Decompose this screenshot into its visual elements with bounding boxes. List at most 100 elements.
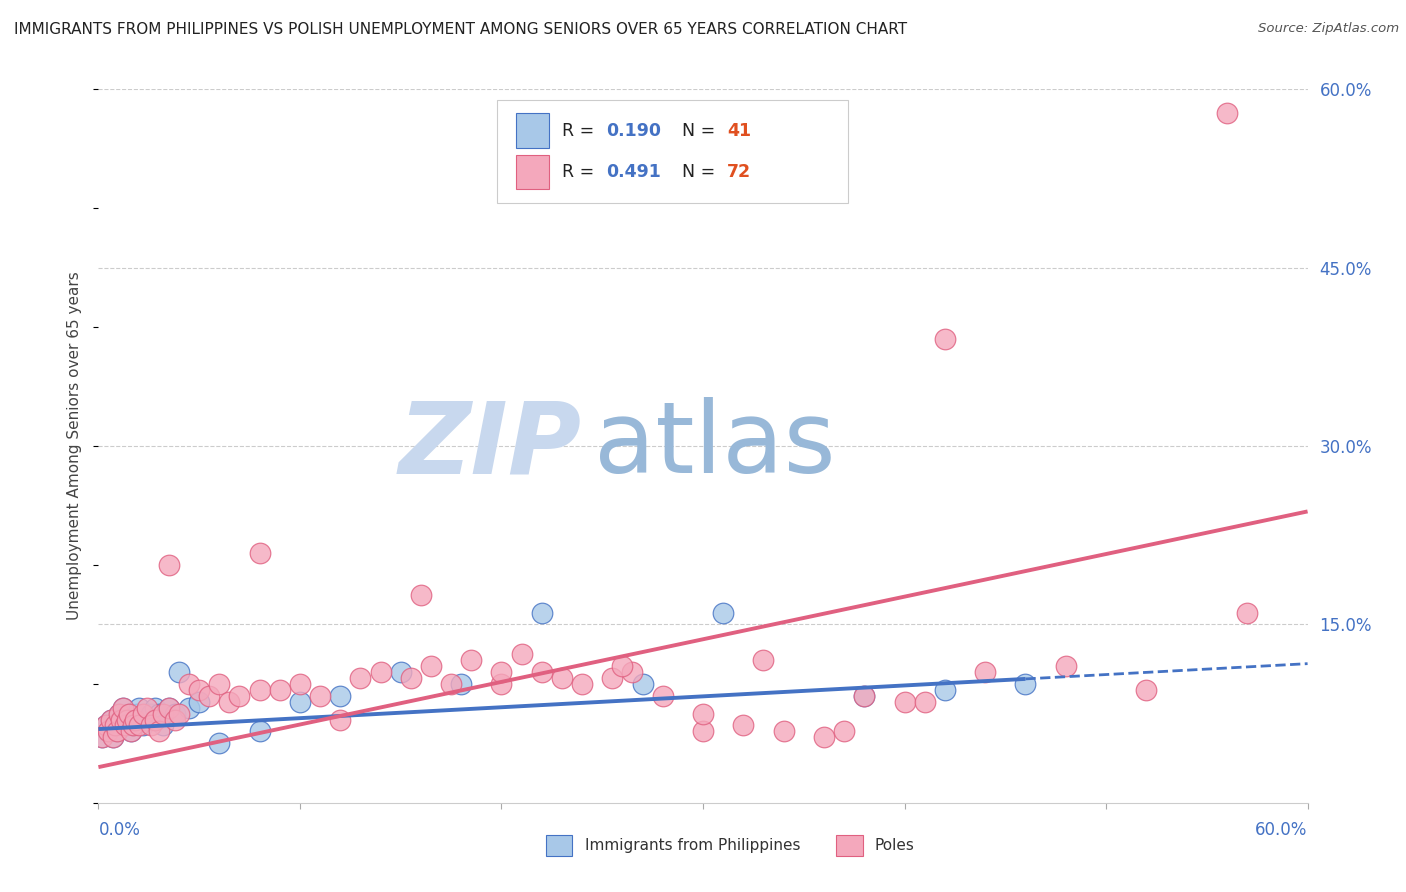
Point: [1054, 659, 1077, 673]
Point: [121, 718, 143, 732]
Point: [132, 718, 155, 732]
Point: [893, 695, 915, 709]
Point: [228, 689, 250, 703]
Text: N =: N =: [682, 121, 721, 139]
Point: [370, 665, 392, 679]
Text: atlas: atlas: [595, 398, 835, 494]
Point: [163, 713, 186, 727]
Point: [110, 713, 132, 727]
Point: [143, 713, 166, 727]
Point: [101, 731, 124, 745]
Point: [114, 718, 136, 732]
Point: [530, 606, 553, 620]
Point: [100, 713, 122, 727]
Point: [148, 706, 170, 721]
Text: Source: ZipAtlas.com: Source: ZipAtlas.com: [1258, 22, 1399, 36]
Point: [115, 713, 138, 727]
Point: [91, 731, 114, 745]
Point: [208, 736, 231, 750]
Point: [914, 695, 936, 709]
Point: [288, 677, 311, 691]
Text: 60.0%: 60.0%: [1256, 821, 1308, 838]
Point: [101, 731, 124, 745]
Point: [135, 700, 157, 714]
Point: [198, 689, 221, 703]
Point: [167, 665, 190, 679]
Point: [188, 682, 211, 697]
Point: [530, 665, 553, 679]
Point: [139, 706, 162, 721]
Point: [631, 677, 654, 691]
Point: [853, 689, 876, 703]
Point: [329, 689, 352, 703]
Point: [571, 677, 593, 691]
Point: [692, 724, 714, 739]
Point: [752, 653, 775, 667]
Point: [157, 558, 180, 572]
Point: [249, 546, 271, 560]
Point: [934, 682, 956, 697]
Point: [167, 706, 190, 721]
Point: [329, 713, 352, 727]
Point: [389, 665, 412, 679]
Text: N =: N =: [682, 163, 721, 181]
Point: [309, 689, 332, 703]
Point: [128, 718, 150, 732]
Point: [510, 647, 533, 661]
Text: 0.190: 0.190: [606, 121, 661, 139]
Point: [612, 659, 634, 673]
Point: [120, 724, 142, 739]
Point: [974, 665, 997, 679]
FancyBboxPatch shape: [498, 100, 848, 203]
Point: [132, 706, 155, 721]
Point: [409, 588, 432, 602]
Point: [111, 700, 134, 714]
Point: [115, 713, 138, 727]
Text: IMMIGRANTS FROM PHILIPPINES VS POLISH UNEMPLOYMENT AMONG SENIORS OVER 65 YEARS C: IMMIGRANTS FROM PHILIPPINES VS POLISH UN…: [14, 22, 907, 37]
Point: [491, 677, 513, 691]
Point: [188, 695, 211, 709]
Point: [157, 700, 180, 714]
Point: [1135, 682, 1157, 697]
Point: [1216, 106, 1239, 120]
Point: [1014, 677, 1036, 691]
Point: [103, 718, 125, 732]
Point: [491, 665, 513, 679]
Point: [179, 677, 201, 691]
Point: [349, 671, 371, 685]
Point: [179, 700, 201, 714]
Point: [813, 731, 835, 745]
Point: [218, 695, 240, 709]
Point: [107, 706, 129, 721]
Point: [1236, 606, 1258, 620]
FancyBboxPatch shape: [546, 835, 572, 856]
Point: [621, 665, 644, 679]
Point: [124, 713, 146, 727]
Point: [107, 706, 129, 721]
Point: [118, 706, 141, 721]
Point: [111, 700, 134, 714]
Point: [121, 718, 143, 732]
Point: [450, 677, 472, 691]
Text: 41: 41: [727, 121, 751, 139]
Text: R =: R =: [561, 163, 599, 181]
Point: [832, 724, 855, 739]
Point: [152, 718, 174, 732]
Point: [143, 700, 166, 714]
Point: [152, 706, 174, 721]
FancyBboxPatch shape: [516, 155, 550, 189]
Text: ZIP: ZIP: [399, 398, 582, 494]
Text: 0.0%: 0.0%: [98, 821, 141, 838]
Point: [114, 718, 136, 732]
Point: [96, 718, 118, 732]
Point: [269, 682, 291, 697]
Point: [460, 653, 482, 667]
Point: [157, 700, 180, 714]
Point: [692, 706, 714, 721]
Point: [91, 731, 114, 745]
Point: [249, 724, 271, 739]
Point: [420, 659, 443, 673]
Text: R =: R =: [561, 121, 599, 139]
Point: [135, 713, 157, 727]
Point: [602, 671, 624, 685]
